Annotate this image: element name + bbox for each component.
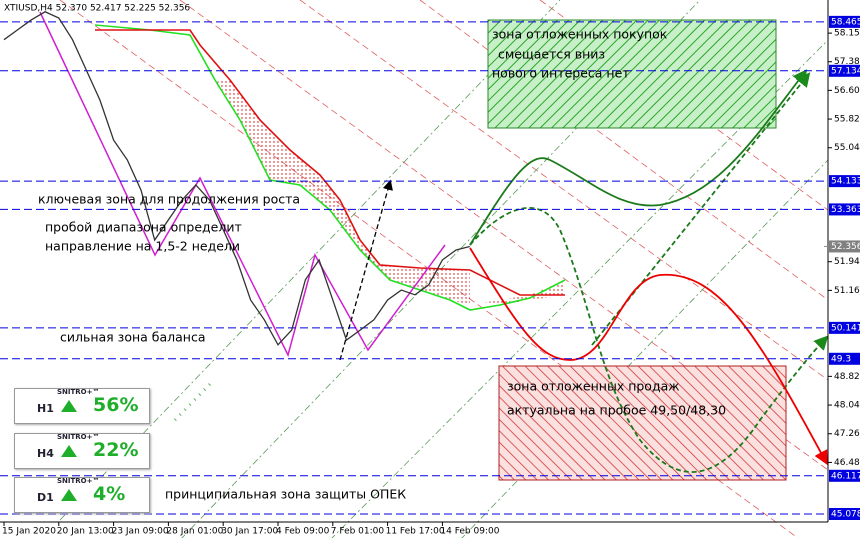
y-tick-label: 57.381 [834,57,860,67]
x-tick-label: 20 Jan 13:00 [57,527,114,537]
annotation: нового интереса нет [492,66,630,81]
brand: SNITRO+™ [57,388,100,396]
timeframe: D1 [37,491,54,504]
level-label-bg [829,352,860,365]
x-tick-label: 30 Jan 17:00 [221,527,278,537]
x-tick-label: 15 Jan 2020 [2,527,56,537]
timeframe: H1 [37,402,54,415]
current-price-bg [829,240,860,253]
brand: SNITRO+™ [57,477,100,485]
level-label-bg [829,64,860,77]
up-icon [61,445,77,457]
x-tick-label: 7 Feb 01:00 [331,527,385,537]
current-price: 52.356 [831,242,860,252]
level-label: 49.3 [831,354,851,364]
level-label: 46.117 [831,471,860,481]
y-tick-label: 55.041 [834,143,860,153]
x-tick-label: 14 Feb 09:00 [440,527,499,537]
y-tick-label: 51.941 [834,257,860,267]
percent: 22% [93,439,139,461]
y-tick-label: 51.161 [834,286,860,296]
annotation: актуальна на пробое 49,50/48,30 [507,403,726,418]
annotation: ключевая зона для продолжения роста [38,192,300,207]
level-label-bg [829,507,860,520]
level-label-bg [829,15,860,28]
annotation: зона отложенных продаж [507,379,680,394]
percent: 56% [93,394,139,416]
level-label: 57.134 [831,66,860,76]
level-label: 50.141 [831,323,860,333]
y-tick-label: 48.822 [834,372,860,382]
signal-widget: SNITRO+™ D1 4% [14,477,150,513]
annotation: принципиальная зона защиты ОПЕК [165,487,406,502]
y-tick-label: 48.041 [834,401,860,411]
level-label: 53.363 [831,205,860,215]
level-label: 58.465 [831,17,860,27]
y-tick-label: 47.261 [834,429,860,439]
up-icon [61,489,77,501]
y-tick-label: 56.602 [834,86,860,96]
level-label: 45.078 [831,509,860,519]
price-line [3,11,470,346]
up-icon [61,400,77,412]
level-label-bg [829,321,860,334]
symbol-header: XTIUSD,H4 52.370 52.417 52.225 52.356 [4,4,190,14]
y-tick-label: 58.159 [834,29,860,39]
annotation: сильная зона баланса [60,330,206,345]
signal-widget: SNITRO+™ H4 22% [14,433,150,469]
forecast-curves [173,69,829,473]
channel-lines [59,0,829,538]
annotation: зона отложенных покупок [492,27,668,42]
zigzag [39,11,446,358]
level-label: 54.133 [831,177,860,187]
percent: 4% [93,483,126,505]
timeframe: H4 [37,447,54,460]
y-tick-label: 55.821 [834,115,860,125]
x-tick-label: 28 Jan 01:00 [166,527,223,537]
sell-zone [498,365,787,481]
annotation: направление на 1,5-2 недели [45,239,240,254]
signal-widget: SNITRO+™ H1 56% [14,388,150,424]
annotation: смещается вниз [498,47,605,62]
x-tick-label: 11 Feb 17:00 [386,527,445,537]
brand: SNITRO+™ [57,433,100,441]
x-tick-label: 23 Jan 09:00 [112,527,169,537]
x-tick-label: 4 Feb 09:00 [276,527,330,537]
level-label-bg [829,203,860,216]
ichimoku-cloud [94,24,566,311]
level-label-bg [829,469,860,482]
level-label-bg [829,175,860,188]
annotation: пробой диапазона определит [45,220,242,235]
y-tick-label: 46.481 [834,458,860,468]
buy-zone [487,19,777,129]
